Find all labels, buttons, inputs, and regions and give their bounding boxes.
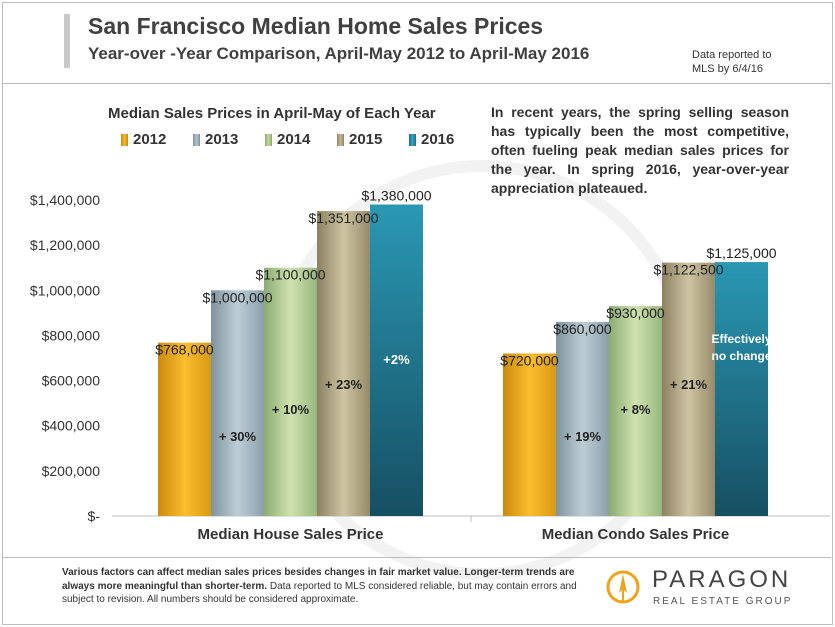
bar-2014-house bbox=[264, 267, 317, 516]
bar-2012-condo bbox=[503, 353, 556, 516]
change-annotation: + 21% bbox=[670, 377, 708, 392]
data-label: $1,000,000 bbox=[202, 289, 272, 305]
data-label: $720,000 bbox=[500, 352, 559, 368]
header-accent-bar bbox=[64, 14, 70, 68]
data-label: $1,351,000 bbox=[308, 210, 378, 226]
footer-disclaimer-bold: Various factors can affect median sales … bbox=[62, 567, 575, 592]
footer-disclaimer-rest: Data reported to MLS considered reliable… bbox=[62, 580, 577, 606]
legend-swatch-2012 bbox=[121, 134, 128, 146]
bar-chart: $- $200,000 $400,000 $600,000 $800,000 $1,000… bbox=[30, 188, 830, 543]
legend-label-2015: 2015 bbox=[349, 131, 383, 148]
data-label: $930,000 bbox=[606, 305, 665, 321]
logo-wordmark: PARAGON bbox=[652, 566, 792, 593]
logo-tagline: REAL ESTATE GROUP bbox=[653, 596, 793, 607]
legend-label-2014: 2014 bbox=[277, 131, 311, 148]
commentary-text: In recent years, the spring selling seas… bbox=[491, 104, 789, 196]
legend-label-2016: 2016 bbox=[421, 131, 455, 148]
change-annotation: + 10% bbox=[272, 402, 310, 417]
data-label: $1,122,500 bbox=[653, 262, 723, 278]
bar-2015-condo bbox=[662, 262, 715, 516]
bar-2013-condo bbox=[556, 321, 609, 516]
bar-2013-house bbox=[211, 290, 264, 516]
footer-divider bbox=[2, 557, 831, 558]
bar-2016-house bbox=[370, 204, 423, 516]
y-tick-label: $1,400,000 bbox=[30, 192, 100, 208]
x-category-label: Median Condo Sales Price bbox=[542, 526, 730, 543]
change-annotation: + 8% bbox=[621, 402, 651, 417]
bar-2016-condo bbox=[715, 262, 768, 516]
legend-label-2013: 2013 bbox=[205, 131, 239, 148]
data-note: Data reported to MLS by 6/4/16 bbox=[692, 48, 802, 76]
data-note-line1: Data reported to bbox=[692, 49, 772, 61]
change-annotation: + 23% bbox=[325, 377, 363, 392]
y-tick-label: $600,000 bbox=[42, 373, 101, 389]
y-tick-label: $- bbox=[88, 508, 101, 524]
legend-swatch-2016 bbox=[409, 134, 416, 146]
page-title: San Francisco Median Home Sales Prices bbox=[88, 13, 544, 39]
data-label: $860,000 bbox=[553, 321, 612, 337]
y-tick-label: $1,200,000 bbox=[30, 237, 100, 253]
legend-swatch-2015 bbox=[337, 134, 344, 146]
bar-2012-house bbox=[158, 342, 211, 516]
bar-2015-house bbox=[317, 211, 370, 516]
data-note-line2: MLS by 6/4/16 bbox=[692, 63, 763, 75]
y-tick-label: $200,000 bbox=[42, 463, 101, 479]
bar-2014-condo bbox=[609, 306, 662, 516]
change-annotation: Effectively bbox=[711, 332, 771, 346]
chart-title: Median Sales Prices in April-May of Each… bbox=[108, 105, 436, 122]
footer-disclaimer: Various factors can affect median sales … bbox=[62, 566, 607, 607]
legend-label-2012: 2012 bbox=[133, 131, 167, 148]
data-label: $1,380,000 bbox=[361, 188, 431, 204]
data-label: $1,125,000 bbox=[706, 245, 776, 261]
data-label: $1,100,000 bbox=[255, 267, 325, 283]
y-tick-label: $800,000 bbox=[42, 327, 101, 343]
change-annotation: no change bbox=[711, 349, 771, 363]
x-category-label: Median House Sales Price bbox=[198, 526, 384, 543]
change-annotation: +2% bbox=[383, 352, 410, 367]
change-annotation: + 30% bbox=[219, 429, 257, 444]
paragon-logo-icon bbox=[606, 570, 640, 604]
change-annotation: + 19% bbox=[564, 429, 602, 444]
page-subtitle: Year-over -Year Comparison, April-May 20… bbox=[88, 44, 590, 63]
y-tick-label: $1,000,000 bbox=[30, 282, 100, 298]
legend-swatch-2013 bbox=[193, 134, 200, 146]
header-divider bbox=[2, 83, 831, 84]
legend-swatch-2014 bbox=[265, 134, 272, 146]
y-tick-label: $400,000 bbox=[42, 418, 101, 434]
data-label: $768,000 bbox=[155, 342, 214, 358]
